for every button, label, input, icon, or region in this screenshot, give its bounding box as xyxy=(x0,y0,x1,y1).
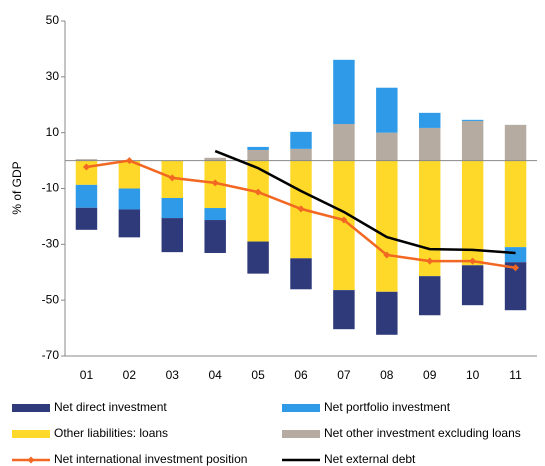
bar-segment xyxy=(247,146,269,150)
line-marker xyxy=(254,188,262,196)
x-tick-label: 10 xyxy=(466,368,480,382)
bar-segment xyxy=(419,127,441,161)
legend-label: Net direct investment xyxy=(54,400,167,414)
x-tick-label: 08 xyxy=(380,368,394,382)
bar-segment xyxy=(290,258,312,290)
bar-segment xyxy=(204,208,226,221)
bar-segment xyxy=(461,120,484,161)
bar-segment xyxy=(247,241,269,274)
bar-segment xyxy=(75,159,98,161)
y-tick-label: -10 xyxy=(42,181,60,195)
bar-segment xyxy=(376,132,398,161)
bar-segment xyxy=(461,160,484,266)
bar-segment xyxy=(376,87,398,133)
y-tick-label: -70 xyxy=(42,348,60,362)
legend-swatch xyxy=(282,430,320,438)
line-marker xyxy=(426,257,434,265)
bar-segment xyxy=(419,276,441,316)
x-tick-label: 04 xyxy=(209,368,223,382)
line-marker xyxy=(383,251,391,259)
line-marker xyxy=(211,179,219,187)
bar-segment xyxy=(247,149,269,161)
x-tick-label: 11 xyxy=(509,368,522,382)
y-tick-label: 10 xyxy=(46,125,60,139)
line-series xyxy=(214,149,516,255)
line-marker xyxy=(512,264,520,272)
legend-marker xyxy=(27,456,35,464)
y-tick-label: -50 xyxy=(42,292,60,306)
line-marker xyxy=(297,205,305,213)
bar-segment xyxy=(333,59,355,125)
bar-segment xyxy=(461,119,484,121)
bar-segment xyxy=(333,290,355,330)
bar-segment xyxy=(290,148,312,161)
bar-segment xyxy=(161,218,183,253)
bar-segment xyxy=(504,262,527,311)
line-marker xyxy=(168,174,176,182)
bar-segment xyxy=(419,112,441,128)
x-tick-label: 03 xyxy=(166,368,180,382)
legend-swatch xyxy=(12,404,50,412)
bar-segment xyxy=(504,247,527,263)
line-marker xyxy=(469,257,477,265)
line-marker xyxy=(82,163,90,171)
bar-segment xyxy=(118,160,141,189)
x-tick-label: 09 xyxy=(423,368,437,382)
bar-segment xyxy=(204,157,226,161)
bar-segment xyxy=(118,209,141,238)
bar-segment xyxy=(504,124,527,161)
legend-label: Net international investment position xyxy=(54,452,247,466)
legend-swatch xyxy=(282,404,320,412)
bar-segment xyxy=(118,188,141,210)
line-marker xyxy=(125,157,133,165)
legend-label: Net other investment excluding loans xyxy=(324,426,521,440)
bar-segment xyxy=(461,265,484,306)
bar-segment xyxy=(290,131,312,149)
bar-segment xyxy=(161,197,183,219)
x-tick-label: 05 xyxy=(251,368,265,382)
bar-segment xyxy=(333,160,355,291)
bar-segment xyxy=(376,291,398,335)
x-tick-label: 01 xyxy=(80,368,94,382)
y-tick-label: 50 xyxy=(46,13,60,27)
bar-segment xyxy=(204,220,226,253)
legend-label: Net portfolio investment xyxy=(324,400,451,414)
y-tick-label: -30 xyxy=(42,237,60,251)
bar-segment xyxy=(247,160,269,242)
bar-segment xyxy=(376,160,398,292)
legend-label: Other liabilities: loans xyxy=(54,426,168,440)
line-marker xyxy=(340,216,348,224)
x-tick-label: 06 xyxy=(294,368,308,382)
y-axis-label: % of GDP xyxy=(10,161,24,214)
bar-segment xyxy=(75,184,98,208)
bar-segment xyxy=(75,207,98,230)
bar-segment xyxy=(333,124,355,161)
x-tick-label: 02 xyxy=(123,368,137,382)
bar-segment xyxy=(504,160,527,248)
legend-label: Net external debt xyxy=(324,452,416,466)
y-tick-label: 30 xyxy=(46,69,60,83)
x-tick-label: 07 xyxy=(337,368,351,382)
legend-swatch xyxy=(12,430,50,438)
